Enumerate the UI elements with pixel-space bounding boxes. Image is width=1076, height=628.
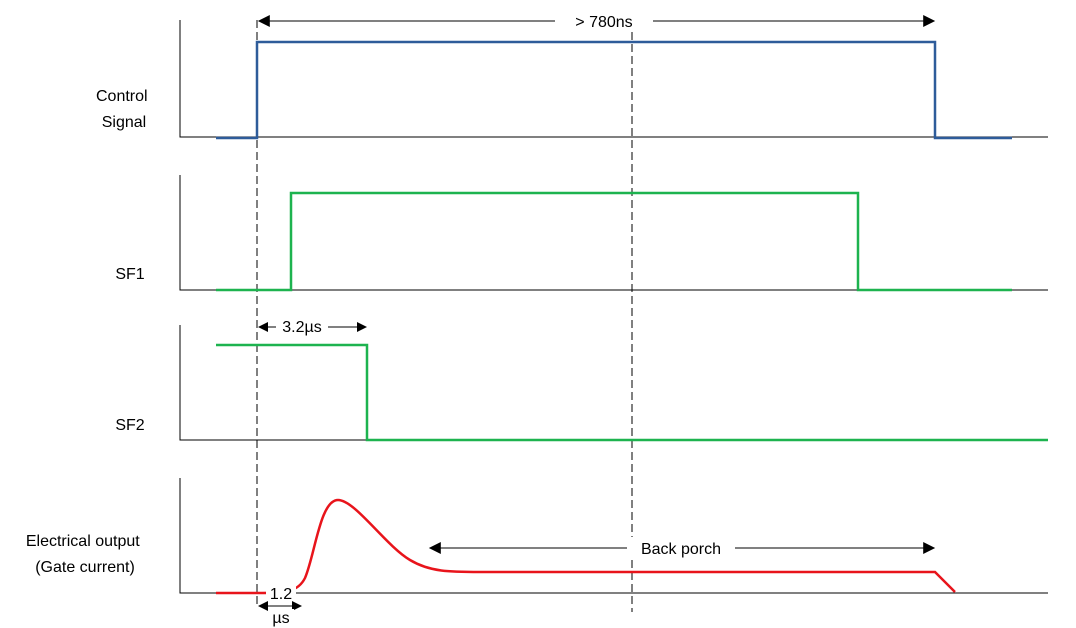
output-delay-label-unit: µs: [272, 610, 289, 627]
pulse-width-label-bg: [555, 10, 653, 32]
pulse-width-label: > 780ns: [575, 14, 632, 31]
electrical-output-waveform: [216, 498, 956, 595]
sf1-axis: [179, 175, 1048, 291]
electrical-output-label-line-1: Electrical output: [26, 533, 140, 550]
electrical-output-axis: [179, 478, 1048, 594]
control-signal-waveform: [216, 40, 1012, 140]
control-signal-label: Control Signal: [96, 88, 152, 131]
output-delay-label-bg: [266, 584, 296, 602]
electrical-output-label-line-2: (Gate current): [35, 559, 135, 576]
sf2-label: SF2: [115, 417, 144, 434]
output-delay-label-value: 1.2: [270, 586, 292, 603]
control-signal-label-line-2: Signal: [102, 114, 146, 131]
control-signal-axis: [179, 20, 1048, 138]
sf1-label: SF1: [115, 266, 144, 283]
control-signal-label-line-1: Control: [96, 88, 148, 105]
sf2-waveform: [216, 343, 1048, 442]
output-delay-unit-bg: [268, 609, 294, 627]
sf2-delay-label-bg: [276, 316, 328, 336]
sf1-waveform: [216, 191, 1012, 292]
sf2-delay-label: 3.2µs: [282, 319, 321, 336]
electrical-output-label: Electrical output (Gate current): [26, 533, 144, 576]
back-porch-label: Back porch: [641, 541, 721, 558]
sf2-axis: [179, 325, 1048, 441]
back-porch-label-bg: [627, 537, 735, 559]
